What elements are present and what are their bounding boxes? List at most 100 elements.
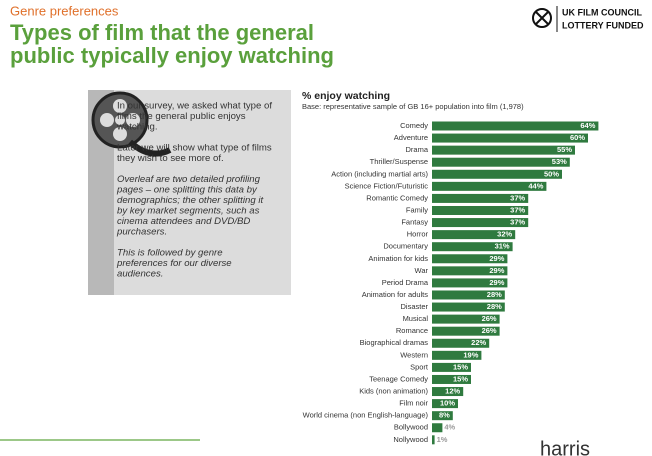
category-label: Thriller/Suspense bbox=[370, 157, 428, 166]
value-label: 26% bbox=[482, 326, 497, 335]
bar bbox=[432, 254, 508, 264]
bar bbox=[432, 266, 508, 276]
value-label: 64% bbox=[580, 121, 595, 130]
category-label: World cinema (non English-language) bbox=[303, 411, 429, 420]
logo-text: UK FILM COUNCIL bbox=[562, 7, 642, 17]
bar bbox=[432, 242, 513, 252]
bar bbox=[432, 423, 443, 433]
bar bbox=[432, 399, 458, 409]
value-label: 37% bbox=[510, 205, 525, 214]
value-label: 22% bbox=[471, 338, 486, 347]
bar bbox=[432, 278, 508, 288]
bar bbox=[432, 133, 588, 143]
value-label: 32% bbox=[497, 230, 512, 239]
value-label: 8% bbox=[439, 411, 450, 420]
value-label: 15% bbox=[453, 362, 468, 371]
bar bbox=[432, 411, 453, 421]
category-label: Period Drama bbox=[382, 278, 429, 287]
bar bbox=[432, 314, 500, 324]
category-label: Horror bbox=[407, 230, 429, 239]
bar bbox=[432, 230, 516, 240]
category-label: Teenage Comedy bbox=[369, 374, 428, 383]
bar bbox=[432, 218, 529, 228]
bar bbox=[432, 387, 464, 397]
value-label: 31% bbox=[495, 242, 510, 251]
bar bbox=[432, 121, 599, 131]
bar bbox=[432, 302, 505, 312]
value-label: 50% bbox=[544, 169, 559, 178]
value-label: 28% bbox=[487, 302, 502, 311]
bar bbox=[432, 374, 471, 384]
value-label: 28% bbox=[487, 290, 502, 299]
bar bbox=[432, 350, 482, 360]
category-label: Family bbox=[406, 205, 428, 214]
category-label: Science Fiction/Futuristic bbox=[345, 181, 429, 190]
category-label: Romantic Comedy bbox=[366, 193, 428, 202]
category-label: Romance bbox=[396, 326, 428, 335]
value-label: 37% bbox=[510, 193, 525, 202]
category-label: Action (including martial arts) bbox=[331, 169, 428, 178]
lottery-logo bbox=[532, 6, 558, 32]
sidebar-text: Later we will show what type of films bbox=[117, 143, 272, 154]
chart-title: % enjoy watching bbox=[302, 90, 390, 102]
value-label: 10% bbox=[440, 399, 455, 408]
category-label: Kids (non animation) bbox=[359, 387, 428, 396]
category-label: Adventure bbox=[394, 133, 428, 142]
bar bbox=[432, 205, 529, 215]
bar bbox=[432, 181, 547, 191]
value-label: 1% bbox=[437, 435, 448, 444]
bar bbox=[432, 169, 562, 179]
category-label: Western bbox=[400, 350, 428, 359]
value-label: 4% bbox=[444, 423, 455, 432]
sidebar-text: cinema attendees and DVD/BD bbox=[117, 216, 250, 227]
value-label: 26% bbox=[482, 314, 497, 323]
value-label: 37% bbox=[510, 218, 525, 227]
category-label: Musical bbox=[403, 314, 429, 323]
chart-subtitle: Base: representative sample of GB 16+ po… bbox=[302, 102, 524, 111]
sidebar-text: films the general public enjoys bbox=[117, 111, 246, 122]
logo-text: LOTTERY FUNDED bbox=[562, 20, 644, 30]
value-label: 44% bbox=[528, 181, 543, 190]
category-label: Fantasy bbox=[401, 218, 428, 227]
sidebar-text: preferences for our diverse bbox=[116, 258, 232, 269]
bar bbox=[432, 290, 505, 300]
sidebar-text: In our survey, we asked what type of bbox=[117, 101, 272, 112]
value-label: 29% bbox=[489, 278, 504, 287]
category-label: Animation for adults bbox=[362, 290, 429, 299]
category-label: Drama bbox=[405, 145, 428, 154]
bar bbox=[432, 326, 500, 336]
category-label: Film noir bbox=[399, 399, 428, 408]
bar bbox=[432, 362, 471, 372]
sidebar-text: they wish to see more of. bbox=[117, 153, 224, 164]
category-label: Bollywood bbox=[394, 423, 428, 432]
sidebar-text: demographics; the other splitting it bbox=[117, 195, 263, 206]
value-label: 19% bbox=[463, 350, 478, 359]
film-reel-icon bbox=[91, 91, 172, 157]
value-label: 53% bbox=[552, 157, 567, 166]
category-label: War bbox=[415, 266, 429, 275]
slide-title: Types of film that the general bbox=[10, 20, 314, 45]
value-label: 12% bbox=[445, 387, 460, 396]
value-label: 60% bbox=[570, 133, 585, 142]
sidebar-text: Overleaf are two detailed profiling bbox=[117, 174, 261, 185]
bar bbox=[432, 193, 529, 203]
slide-title: public typically enjoy watching bbox=[10, 43, 334, 68]
category-label: Comedy bbox=[400, 121, 428, 130]
sidebar-text: watching. bbox=[116, 122, 158, 133]
sidebar-text: audiences. bbox=[117, 269, 163, 280]
bar bbox=[432, 157, 570, 167]
category-label: Disaster bbox=[400, 302, 428, 311]
bar bbox=[432, 435, 435, 445]
sidebar-text: pages – one splitting this data by bbox=[116, 185, 258, 196]
value-label: 29% bbox=[489, 254, 504, 263]
sidebar-text: purchasers. bbox=[116, 227, 167, 238]
category-label: Animation for kids bbox=[368, 254, 428, 263]
value-label: 15% bbox=[453, 374, 468, 383]
category-label: Nollywood bbox=[393, 435, 428, 444]
value-label: 29% bbox=[489, 266, 504, 275]
sidebar-text: This is followed by genre bbox=[117, 248, 223, 259]
section-label: Genre preferences bbox=[10, 3, 119, 18]
bar bbox=[432, 338, 490, 348]
